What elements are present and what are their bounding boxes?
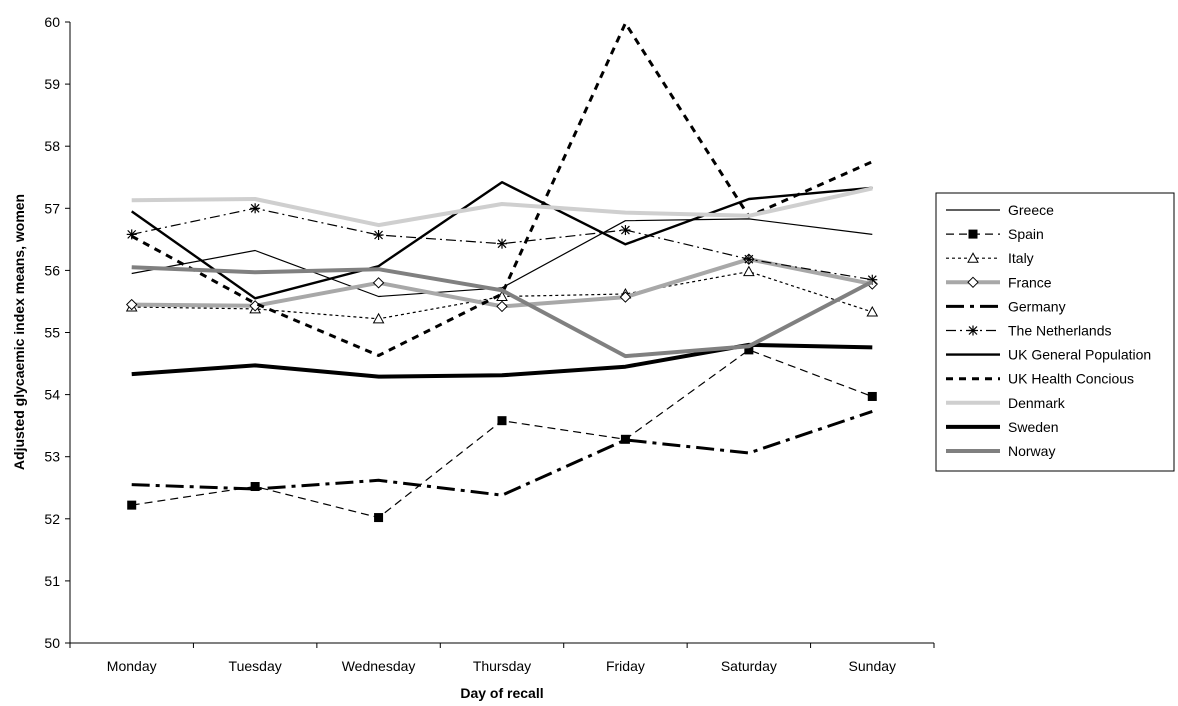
france-point: [126, 298, 138, 311]
the-netherlands-point: [743, 254, 754, 265]
legend-item-denmark: Denmark: [946, 395, 1066, 411]
legend-label: Italy: [1008, 250, 1034, 266]
y-axis-title: Adjusted glycaemic index means, women: [11, 194, 27, 470]
legend-label: Spain: [1008, 226, 1044, 242]
legend-label: Sweden: [1008, 419, 1059, 435]
legend-item-uk-general-population: UK General Population: [946, 347, 1151, 363]
series-greece: [131, 218, 873, 298]
series-line-norway: [131, 265, 874, 359]
legend: Greece Spain Italy France Germany The Netherl…: [935, 192, 1175, 472]
plot-area: [125, 21, 879, 523]
series-denmark: [131, 186, 873, 228]
x-tick-label: Friday: [606, 658, 645, 674]
y-tick-label: 52: [44, 511, 60, 527]
spain-point: [497, 416, 507, 426]
series-line-uk-general-population: [131, 180, 873, 300]
the-netherlands-point: [373, 230, 384, 241]
legend-item-france: France: [946, 274, 1052, 290]
legend-spain-point: [968, 229, 978, 239]
series-spain: [127, 345, 877, 523]
legend-label: Norway: [1008, 443, 1055, 459]
series-line-greece: [131, 218, 873, 298]
y-tick-label: 54: [44, 387, 60, 403]
y-tick-label: 58: [44, 138, 60, 154]
legend-label: Greece: [1008, 202, 1054, 218]
the-netherlands-point: [620, 225, 631, 236]
series-france: [126, 253, 878, 313]
legend-italy-point: [967, 252, 979, 263]
x-tick-label: Saturday: [721, 658, 777, 674]
series-line-sweden: [131, 342, 873, 379]
italy-point: [866, 305, 879, 317]
series-line-denmark: [131, 186, 873, 228]
legend-label: Denmark: [1008, 395, 1066, 411]
y-tick-label: 55: [44, 325, 60, 341]
series-sweden: [131, 342, 873, 379]
legend-label: France: [1008, 274, 1052, 290]
legend-item-greece: Greece: [946, 202, 1054, 218]
italy-point: [372, 312, 385, 324]
spain-point: [374, 513, 384, 523]
y-tick-label: 53: [44, 449, 60, 465]
legend-item-sweden: Sweden: [946, 419, 1059, 435]
legend-item-norway: Norway: [946, 443, 1055, 459]
legend-item-italy: Italy: [946, 250, 1034, 266]
legend-item-uk-health-concious: UK Health Concious: [946, 371, 1134, 387]
axes: 50 51 52 53 54 55 56 57 58 59 60 Monday Tuesday Wedne…: [44, 14, 935, 674]
legend-label: UK Health Concious: [1008, 371, 1134, 387]
x-tick-label: Thursday: [473, 658, 531, 674]
spain-point: [250, 482, 260, 492]
legend-label: UK General Population: [1008, 347, 1151, 363]
series-norway: [131, 265, 874, 359]
legend-label: Germany: [1008, 298, 1066, 314]
france-point: [619, 291, 632, 303]
y-tick-label: 59: [44, 76, 60, 92]
france-point: [496, 300, 508, 313]
x-tick-label: Tuesday: [229, 658, 282, 674]
italy-point: [743, 265, 755, 277]
the-netherlands-point: [497, 238, 507, 249]
y-tick-label: 57: [44, 200, 60, 216]
x-axis-title: Day of recall: [460, 685, 543, 701]
y-tick-label: 60: [44, 14, 60, 30]
legend-item-the-netherlands: The Netherlands: [946, 323, 1112, 339]
france-point: [372, 277, 385, 289]
y-tick-label: 50: [44, 635, 60, 651]
x-tick-label: Sunday: [849, 658, 896, 674]
spain-point: [867, 391, 877, 401]
x-tick-label: Wednesday: [342, 658, 416, 674]
y-tick-label: 51: [44, 573, 60, 589]
legend-item-germany: Germany: [946, 298, 1066, 314]
legend-label: The Netherlands: [1008, 323, 1112, 339]
legend-item-spain: Spain: [946, 226, 1044, 242]
y-tick-label: 56: [44, 262, 60, 278]
legend-box: [935, 192, 1175, 472]
legend-france-point: [967, 276, 979, 289]
the-netherlands-point: [250, 203, 261, 214]
spain-point: [127, 500, 137, 510]
x-tick-label: Monday: [107, 658, 157, 674]
series-uk-general-population: [131, 180, 873, 300]
legend-the-netherlands-point: [968, 325, 978, 336]
